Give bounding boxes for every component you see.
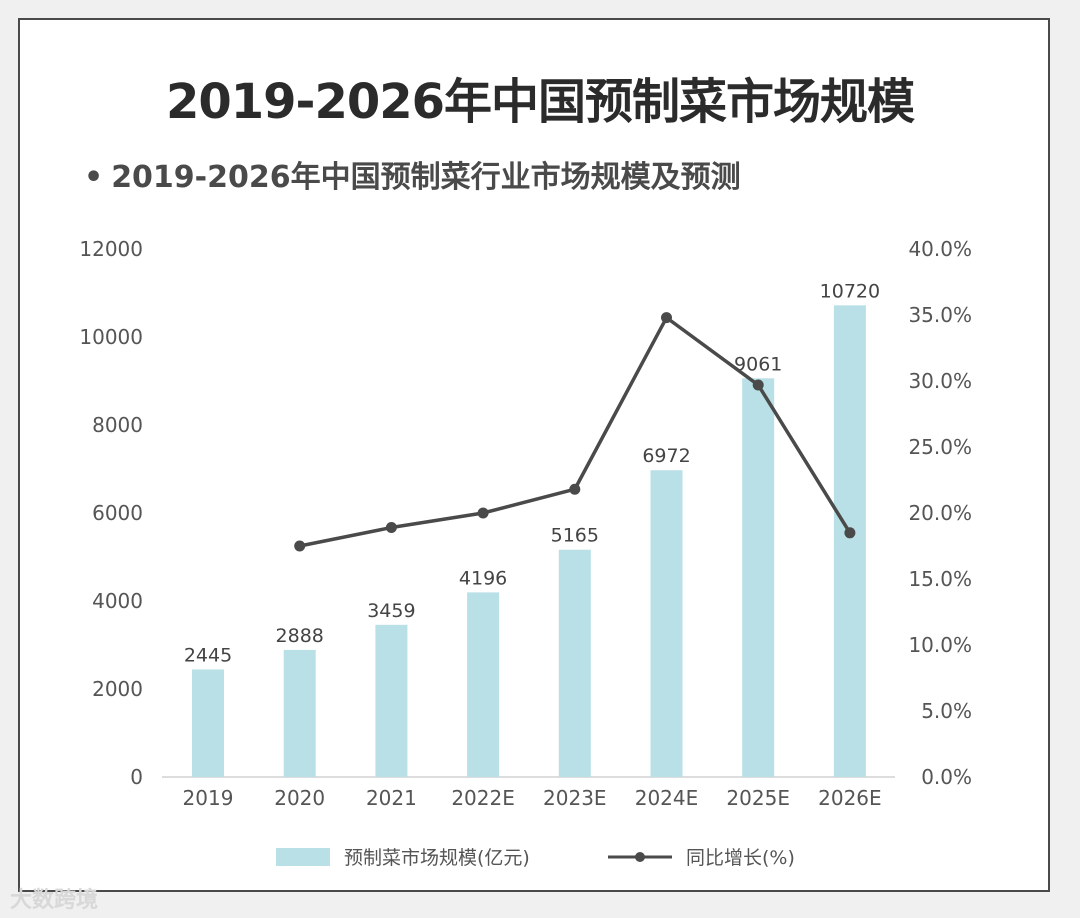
x-tick-label: 2024E — [635, 786, 699, 810]
right-tick-label: 10.0% — [908, 633, 972, 657]
growth-point — [294, 540, 306, 552]
bar-value-label: 5165 — [551, 525, 599, 547]
legend-bar-swatch — [276, 848, 330, 866]
left-tick-label: 10000 — [79, 325, 143, 349]
bar — [742, 378, 775, 777]
x-tick-label: 2026E — [818, 786, 882, 810]
right-tick-label: 15.0% — [908, 567, 972, 591]
bar-value-label: 4196 — [459, 567, 507, 589]
bar — [467, 592, 500, 777]
right-tick-label: 40.0% — [908, 237, 972, 261]
bar — [650, 470, 683, 777]
left-tick-label: 0 — [130, 765, 143, 789]
right-tick-label: 30.0% — [908, 369, 972, 393]
bar-value-label: 2445 — [184, 644, 232, 666]
growth-point — [844, 527, 856, 539]
x-tick-label: 2020 — [274, 786, 325, 810]
growth-point — [569, 483, 581, 495]
x-tick-label: 2022E — [451, 786, 515, 810]
bar — [283, 649, 316, 777]
watermark-text: 大数跨境 — [10, 888, 99, 913]
bar-value-label: 3459 — [367, 600, 415, 622]
bar — [375, 624, 408, 777]
bar-series — [192, 305, 866, 777]
growth-point — [661, 312, 672, 324]
x-tick-label: 2021 — [366, 786, 417, 810]
line-series — [294, 312, 856, 552]
left-tick-label: 8000 — [92, 413, 143, 437]
subtitle-text: 2019-2026年中国预制菜行业市场规模及预测 — [111, 160, 741, 195]
chart-card — [18, 18, 1050, 892]
left-tick-label: 4000 — [92, 589, 143, 613]
bar-value-label: 9061 — [734, 353, 782, 375]
growth-point — [385, 522, 397, 534]
x-axis: 2019 2020 2021 2022E 2023E 2024E 2025E 2026E — [183, 786, 882, 810]
legend-bar-label: 预制菜市场规模(亿元) — [344, 847, 530, 869]
right-tick-label: 5.0% — [921, 699, 972, 723]
chart-title: 2019-2026年中国预制菜市场规模 — [165, 74, 915, 130]
legend-line-marker — [635, 852, 645, 862]
left-tick-label: 2000 — [92, 677, 143, 701]
right-axis: 0.0% 5.0% 10.0% 15.0% 20.0% 25.0% 30.0% 35.0% 40… — [908, 237, 972, 789]
x-tick-label: 2019 — [183, 786, 234, 810]
bar — [833, 305, 866, 777]
left-axis: 0 2000 4000 6000 8000 10000 12000 — [79, 237, 143, 789]
growth-point — [477, 507, 489, 519]
bar-label-group: 2445 2888 3459 4196 5165 6972 9061 10720 — [184, 280, 880, 666]
legend: 预制菜市场规模(亿元) 同比增长(%) — [276, 847, 795, 869]
bar-value-label: 2888 — [276, 625, 324, 647]
legend-line-label: 同比增长(%) — [686, 847, 795, 869]
bar-value-label: 10720 — [820, 280, 880, 302]
right-tick-label: 20.0% — [908, 501, 972, 525]
bar-value-label: 6972 — [642, 445, 690, 467]
bar — [192, 669, 224, 777]
left-tick-label: 6000 — [92, 501, 143, 525]
x-tick-label: 2025E — [726, 786, 790, 810]
chart-subtitle: • 2019-2026年中国预制菜行业市场规模及预测 — [84, 152, 741, 196]
left-tick-label: 12000 — [79, 237, 143, 261]
right-tick-label: 35.0% — [908, 303, 972, 327]
bar — [558, 549, 591, 777]
growth-point — [752, 379, 764, 391]
right-tick-label: 0.0% — [921, 765, 972, 789]
bullet-icon: • — [84, 160, 104, 195]
right-tick-label: 25.0% — [908, 435, 972, 459]
x-tick-label: 2023E — [543, 786, 607, 810]
